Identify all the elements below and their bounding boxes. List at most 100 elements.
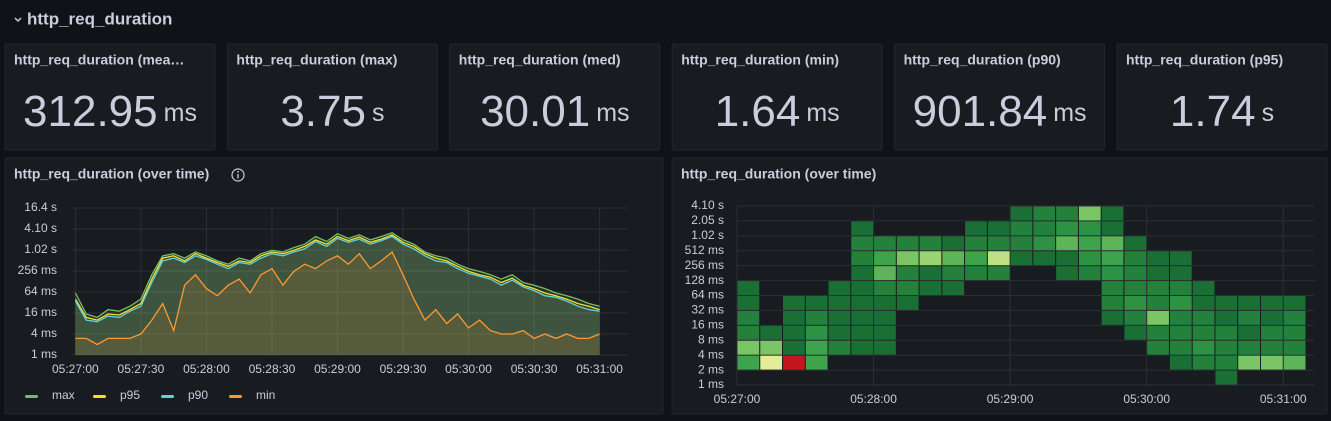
heat-cell bbox=[737, 340, 760, 355]
heat-cell bbox=[1215, 325, 1238, 340]
heat-cell bbox=[828, 281, 851, 295]
heat-cell bbox=[1238, 355, 1260, 370]
heat-cell bbox=[1169, 310, 1192, 325]
stat-unit: s bbox=[372, 99, 385, 127]
heat-cell bbox=[1101, 236, 1124, 251]
panel-title: http_req_duration (over time) bbox=[14, 166, 209, 182]
heat-cell bbox=[965, 221, 987, 236]
heat-cell bbox=[965, 236, 987, 251]
heat-cell bbox=[828, 325, 851, 340]
heat-cell bbox=[828, 340, 851, 355]
heat-cell bbox=[987, 221, 1010, 236]
stat-unit: s bbox=[1262, 99, 1275, 127]
heat-cell bbox=[1238, 310, 1260, 325]
heat-cell bbox=[1101, 206, 1124, 221]
stat-number: 901.84 bbox=[913, 87, 1048, 136]
heat-cell bbox=[1169, 340, 1192, 355]
heat-cell bbox=[1078, 251, 1101, 266]
heat-cell bbox=[1124, 266, 1147, 281]
info-icon[interactable] bbox=[231, 168, 245, 182]
heat-cell bbox=[1283, 296, 1306, 310]
y-tick-label: 1.02 s bbox=[24, 242, 57, 256]
y-tick-label: 8 ms bbox=[698, 332, 724, 346]
stat-title: http_req_duration (p90) bbox=[904, 52, 1061, 68]
heat-cell bbox=[783, 340, 805, 355]
heat-cell bbox=[737, 325, 760, 340]
heat-cell bbox=[1078, 236, 1101, 251]
heat-cell bbox=[1215, 355, 1238, 370]
heat-cell bbox=[1101, 310, 1124, 325]
heat-cell bbox=[737, 281, 760, 295]
heat-cell bbox=[783, 325, 805, 340]
heat-cell bbox=[1078, 266, 1101, 281]
heat-cell bbox=[783, 355, 805, 370]
heat-cell bbox=[1238, 340, 1260, 355]
heat-cell bbox=[874, 251, 896, 266]
heat-cell bbox=[1056, 266, 1078, 281]
heat-cell bbox=[1033, 236, 1056, 251]
heat-cell bbox=[965, 266, 987, 281]
legend-swatch bbox=[229, 395, 242, 398]
stat-number: 3.75 bbox=[280, 87, 366, 136]
stat-title: http_req_duration (med) bbox=[459, 52, 621, 68]
x-tick-label: 05:27:00 bbox=[714, 392, 761, 406]
series-area bbox=[75, 234, 600, 355]
x-tick-label: 05:27:00 bbox=[52, 362, 99, 376]
heat-cell bbox=[737, 296, 760, 310]
heat-cell bbox=[1283, 310, 1306, 325]
heat-cell bbox=[1010, 251, 1033, 266]
x-tick-label: 05:29:00 bbox=[314, 362, 361, 376]
heat-cell bbox=[896, 296, 919, 310]
y-tick-label: 2.05 s bbox=[691, 213, 724, 227]
heat-cell bbox=[987, 236, 1010, 251]
heat-cell bbox=[737, 310, 760, 325]
heat-cell bbox=[805, 325, 828, 340]
stat-panel bbox=[671, 43, 883, 151]
heat-cell bbox=[1056, 236, 1078, 251]
heat-cell bbox=[1169, 355, 1192, 370]
heat-cell bbox=[1101, 266, 1124, 281]
legend-label: p90 bbox=[188, 388, 208, 402]
stat-panel bbox=[894, 43, 1106, 151]
heat-cell bbox=[942, 281, 965, 295]
series-line bbox=[74, 234, 600, 321]
heat-cell bbox=[1260, 355, 1283, 370]
heat-cell bbox=[828, 310, 851, 325]
heat-cell bbox=[1192, 310, 1215, 325]
heat-cell bbox=[896, 281, 919, 295]
heat-cell bbox=[1260, 310, 1283, 325]
heat-cell bbox=[942, 266, 965, 281]
stat-value: 312.95 ms bbox=[23, 87, 197, 136]
y-tick-label: 16 ms bbox=[24, 305, 57, 319]
y-tick-label: 512 ms bbox=[685, 243, 724, 257]
heat-cell bbox=[919, 281, 942, 295]
y-tick-label: 32 ms bbox=[691, 303, 724, 317]
heat-cell bbox=[1124, 236, 1147, 251]
heat-cell bbox=[965, 251, 987, 266]
collapse-icon[interactable] bbox=[14, 17, 22, 23]
stat-number: 312.95 bbox=[23, 87, 158, 136]
heat-cell bbox=[805, 310, 828, 325]
heat-cell bbox=[783, 310, 805, 325]
heat-cell bbox=[1033, 206, 1056, 221]
heat-cell bbox=[874, 325, 896, 340]
stat-value: 3.75 s bbox=[280, 87, 384, 136]
heat-cell bbox=[828, 296, 851, 310]
stat-value: 1.74 s bbox=[1170, 87, 1274, 136]
stat-panel bbox=[226, 43, 438, 151]
heat-cell bbox=[1169, 281, 1192, 295]
heat-cell bbox=[1169, 325, 1192, 340]
row-title[interactable]: http_req_duration bbox=[27, 9, 172, 28]
heat-cell bbox=[896, 236, 919, 251]
panel-title: http_req_duration (over time) bbox=[681, 166, 876, 182]
heat-cell bbox=[1056, 221, 1078, 236]
heat-cell bbox=[1078, 221, 1101, 236]
heat-cell bbox=[1101, 221, 1124, 236]
heat-cell bbox=[1101, 281, 1124, 295]
heat-cell bbox=[1192, 340, 1215, 355]
heat-cell bbox=[1101, 251, 1124, 266]
heat-cell bbox=[919, 266, 942, 281]
heat-cell bbox=[1010, 221, 1033, 236]
heat-cell bbox=[851, 310, 874, 325]
